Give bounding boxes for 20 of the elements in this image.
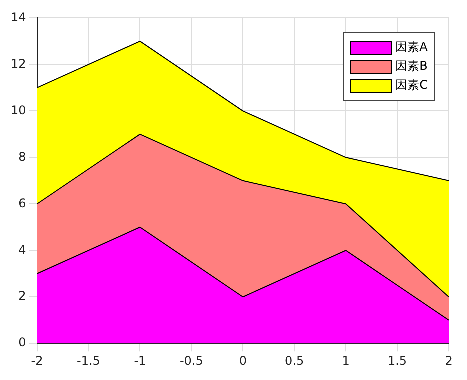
- y-tick-label: 14: [10, 10, 26, 24]
- y-tick-label: 4: [18, 242, 26, 257]
- x-tick-label: 0: [239, 354, 247, 368]
- y-tick-label: 0: [18, 336, 26, 350]
- y-tick-label: 12: [10, 56, 26, 71]
- x-tick-label: -1.5: [77, 354, 100, 368]
- x-tick-label: -0.5: [180, 354, 204, 368]
- legend-label: 因素A: [396, 39, 428, 56]
- legend-label: 因素C: [396, 77, 428, 94]
- legend-label: 因素B: [396, 58, 428, 75]
- y-tick-label: 6: [18, 196, 26, 210]
- x-tick-label: 0.5: [285, 354, 304, 368]
- y-tick-label: 2: [18, 289, 26, 304]
- x-tick-label: 1.5: [388, 354, 408, 368]
- x-tick-label: -1: [134, 354, 146, 368]
- x-tick-label: 2: [445, 354, 453, 368]
- y-tick-label: 8: [18, 150, 26, 164]
- x-tick-label: 1: [342, 354, 350, 368]
- y-tick-label: 10: [10, 103, 26, 118]
- x-tick-label: -2: [31, 354, 44, 368]
